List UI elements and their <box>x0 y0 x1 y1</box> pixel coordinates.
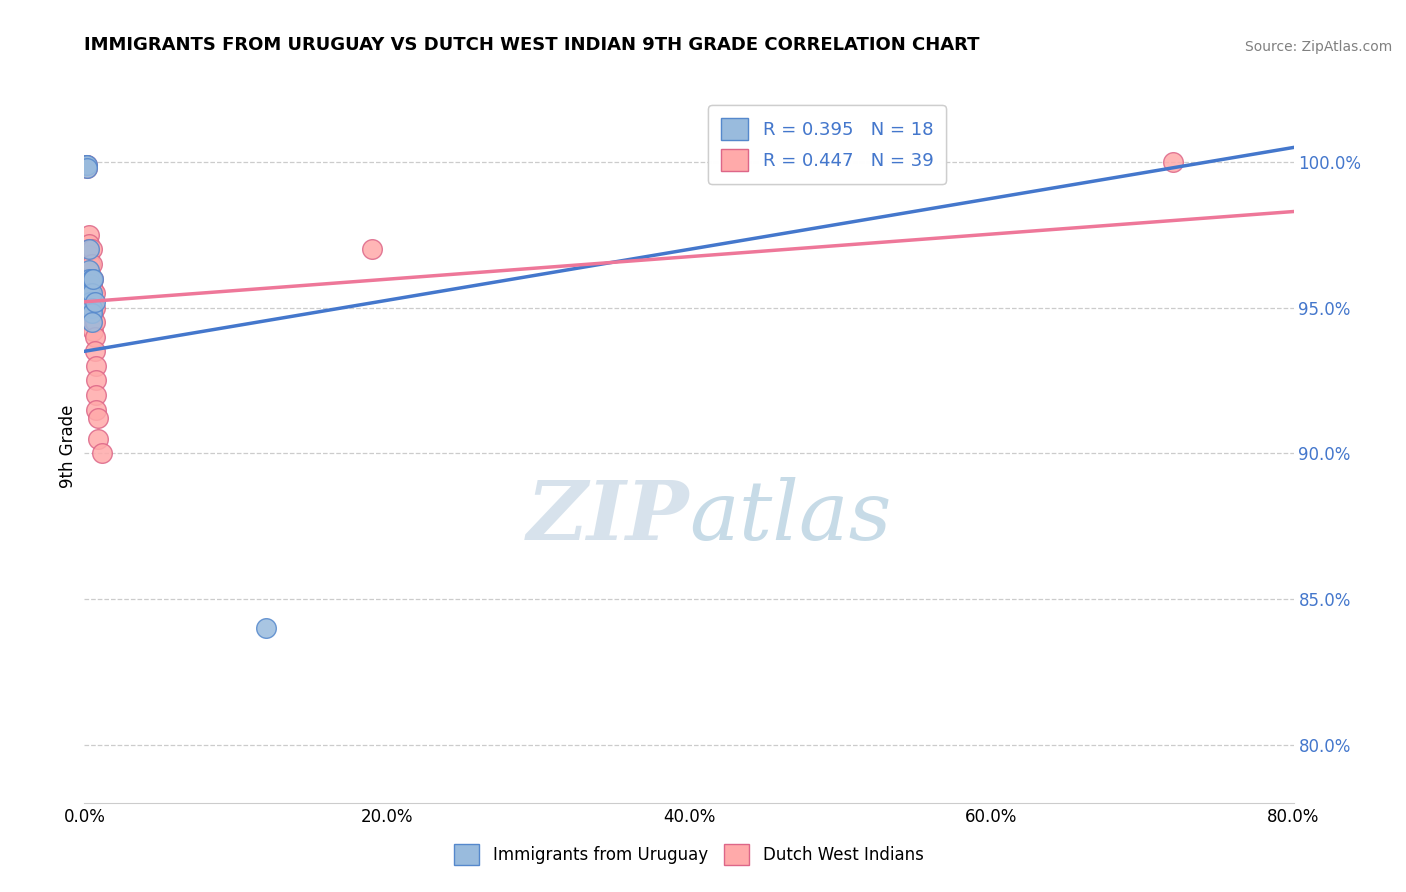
Point <box>76 161 98 175</box>
Point <box>79 294 101 309</box>
Point <box>82 271 104 285</box>
Point <box>77 236 100 251</box>
Point <box>79 266 101 280</box>
Point <box>76 158 98 172</box>
Point <box>80 315 103 329</box>
Point <box>1161 155 1184 169</box>
Point <box>86 388 108 402</box>
Point <box>80 301 103 315</box>
Point <box>80 286 103 301</box>
Point <box>80 277 103 292</box>
Point <box>75 158 97 172</box>
Text: ZIP: ZIP <box>526 477 689 558</box>
Point <box>79 271 101 285</box>
Point <box>77 243 100 257</box>
Point <box>86 374 108 388</box>
Point <box>80 271 103 285</box>
Point <box>80 306 103 320</box>
Legend: Immigrants from Uruguay, Dutch West Indians: Immigrants from Uruguay, Dutch West Indi… <box>444 834 934 875</box>
Point <box>80 271 103 285</box>
Point <box>84 315 107 329</box>
Point <box>75 158 97 172</box>
Point <box>84 301 107 315</box>
Point <box>82 294 104 309</box>
Text: Source: ZipAtlas.com: Source: ZipAtlas.com <box>1244 39 1392 54</box>
Point <box>77 262 100 277</box>
Point <box>360 243 382 257</box>
Point <box>84 294 107 309</box>
Text: atlas: atlas <box>689 477 891 558</box>
Point <box>79 277 101 292</box>
Point <box>84 344 107 359</box>
Point <box>79 286 101 301</box>
Point <box>79 257 101 271</box>
Point <box>80 243 103 257</box>
Point <box>87 411 110 425</box>
Point <box>77 248 100 262</box>
Point <box>91 446 114 460</box>
Point <box>77 227 100 242</box>
Point <box>84 286 107 301</box>
Text: IMMIGRANTS FROM URUGUAY VS DUTCH WEST INDIAN 9TH GRADE CORRELATION CHART: IMMIGRANTS FROM URUGUAY VS DUTCH WEST IN… <box>84 36 980 54</box>
Point <box>76 161 98 175</box>
Point <box>80 286 103 301</box>
Point <box>80 257 103 271</box>
Point <box>254 621 277 635</box>
Point <box>87 432 110 446</box>
Point <box>77 271 100 285</box>
Point <box>82 271 104 285</box>
Legend: R = 0.395   N = 18, R = 0.447   N = 39: R = 0.395 N = 18, R = 0.447 N = 39 <box>709 105 946 184</box>
Point <box>86 359 108 373</box>
Point <box>80 315 103 329</box>
Point <box>79 277 101 292</box>
Point <box>86 402 108 417</box>
Point <box>80 294 103 309</box>
Point <box>77 280 100 294</box>
Point <box>75 158 97 172</box>
Point <box>82 306 104 320</box>
Point <box>82 324 104 338</box>
Point <box>80 306 103 320</box>
Point <box>84 330 107 344</box>
Point <box>76 158 98 172</box>
Point <box>82 283 104 297</box>
Y-axis label: 9th Grade: 9th Grade <box>59 404 77 488</box>
Point <box>77 243 100 257</box>
